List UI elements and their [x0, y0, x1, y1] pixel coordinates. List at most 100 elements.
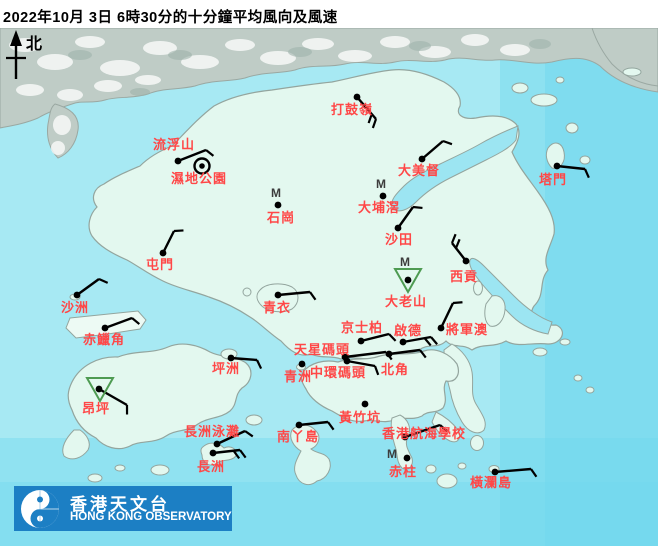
wind-barb-feather — [98, 277, 109, 284]
station-ngong-ping — [85, 377, 129, 415]
station-dot — [437, 324, 445, 332]
hill-station-triangle-icon — [85, 377, 115, 404]
wind-barb-feather — [454, 238, 461, 249]
wind-barb-staff — [494, 467, 532, 474]
wind-barb-staff — [212, 448, 241, 455]
station-dot — [357, 337, 365, 345]
wind-barb-staff — [161, 230, 176, 254]
station-shek-kong — [274, 201, 282, 209]
wind-barb-staff — [404, 423, 441, 439]
wind-barb-feather — [583, 168, 590, 179]
station-dot — [274, 291, 282, 299]
station-dot — [101, 324, 109, 332]
wind-barb-feather — [367, 113, 373, 124]
wind-barb-feather — [239, 449, 247, 459]
station-dot — [213, 440, 221, 448]
wind-barb-feather — [388, 333, 397, 342]
station-tap-mun — [553, 162, 590, 179]
station-kai-tak — [399, 335, 438, 347]
station-dot — [95, 385, 103, 393]
wind-barb-feather — [423, 337, 432, 347]
station-dot — [174, 157, 182, 165]
station-chek-lap-kok — [101, 316, 141, 332]
wind-barb-staff — [556, 164, 586, 171]
station-lau-fau-shan — [174, 148, 215, 165]
station-dot — [361, 400, 369, 408]
station-cheung-chau — [209, 448, 247, 460]
wind-barb-feather — [327, 421, 335, 431]
wind-barb-feather — [131, 317, 141, 325]
calm-wind-dot — [199, 163, 205, 169]
station-kings-park — [357, 332, 397, 345]
station-sha-chau — [73, 277, 109, 299]
wind-barb-staff — [402, 335, 432, 344]
station-dot — [418, 155, 426, 163]
station-tsing-yi — [274, 290, 317, 301]
wind-barb-staff — [356, 96, 377, 120]
wind-barb-staff — [230, 356, 258, 362]
wind-barb-staff — [216, 429, 246, 446]
wind-barb-staff — [277, 290, 311, 297]
hko-logo-icon — [21, 490, 59, 528]
station-dot — [159, 249, 167, 257]
wind-barb-staff — [439, 302, 455, 329]
station-tuen-mun — [159, 229, 184, 257]
station-tates-cairn — [393, 268, 423, 295]
wind-barb-feather — [439, 424, 448, 433]
wind-barb-staff — [388, 348, 421, 356]
mainland-shenzhen — [0, 27, 658, 159]
station-dot — [353, 93, 361, 101]
station-tseung-kwan-o — [437, 301, 463, 332]
wind-barb-feather — [452, 301, 463, 305]
station-dot — [399, 338, 407, 346]
station-ta-kwu-ling — [353, 93, 378, 129]
station-central-pier — [343, 357, 380, 376]
station-wong-chuk-hang — [361, 400, 369, 408]
wind-barb-staff — [104, 316, 133, 330]
station-dot — [403, 454, 411, 462]
station-green-island — [298, 360, 306, 368]
station-dot — [298, 360, 306, 368]
station-tai-mei-tuk — [418, 139, 453, 163]
station-dot — [73, 291, 81, 299]
station-stanley — [403, 454, 411, 462]
north-arrow-icon — [6, 30, 26, 79]
calm-wind-icon — [193, 157, 211, 175]
north-label: 北 — [26, 36, 43, 53]
station-sai-kung — [450, 233, 470, 265]
lantau-island — [62, 310, 252, 460]
wind-barb-feather — [244, 430, 254, 438]
wind-barb-feather — [530, 468, 538, 478]
station-dot — [394, 224, 402, 232]
station-dot — [401, 433, 409, 441]
wind-barb-feather — [430, 336, 438, 345]
station-waglan-island — [491, 467, 538, 478]
logo-name-en: HONG KONG OBSERVATORY — [70, 511, 232, 523]
wind-barb-feather — [371, 118, 378, 129]
station-dot — [553, 162, 561, 170]
station-dot — [343, 357, 351, 365]
wind-barb-staff — [397, 206, 414, 229]
station-dot — [462, 257, 470, 265]
station-dot — [379, 192, 387, 200]
wind-barb-feather — [419, 349, 427, 359]
wind-barb-staff — [177, 148, 207, 163]
hko-logo-band: 香港天文台 HONG KONG OBSERVATORY — [14, 486, 232, 531]
wind-barb-staff — [298, 420, 329, 427]
station-wetland-park — [193, 157, 211, 175]
station-dot — [227, 354, 235, 362]
station-peng-chau — [227, 354, 263, 370]
hill-station-triangle-icon — [393, 268, 423, 295]
wind-barb-staff — [360, 332, 390, 343]
station-dot — [404, 276, 412, 284]
wind-barb-feather — [450, 233, 457, 244]
wind-barb-feather — [442, 139, 453, 146]
wind-barb-feather — [256, 359, 263, 370]
wind-barb-staff — [451, 242, 467, 262]
wind-barb-feather — [232, 450, 241, 460]
station-hk-sea-school — [401, 423, 448, 441]
station-north-point — [385, 348, 427, 359]
title-bar: 2022年10月 3日 6時30分的十分鐘平均風向及風速 — [0, 0, 658, 28]
north-indicator: 北 — [2, 29, 52, 90]
